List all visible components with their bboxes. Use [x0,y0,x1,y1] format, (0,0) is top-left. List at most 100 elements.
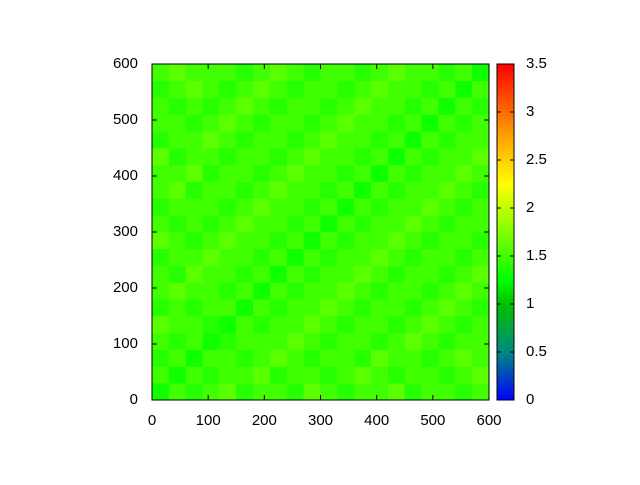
heatmap-cell [269,64,288,82]
heatmap-cell [152,131,170,149]
heatmap-cell [387,383,406,401]
heatmap-cell [472,299,490,317]
heatmap-cell [286,97,304,115]
heatmap-cell [286,349,304,367]
heatmap-cell [354,349,372,367]
heatmap-cell [472,215,490,233]
heatmap-cell [387,332,406,350]
heatmap-cell [269,299,288,317]
heatmap-cell [219,248,237,266]
heatmap-cell [236,366,254,384]
heatmap-cell [202,265,220,283]
heatmap-cell [152,316,170,334]
heatmap-cell [185,332,203,350]
heatmap-cell [421,97,439,115]
heatmap-cell [320,265,338,283]
heatmap-cell [286,198,304,216]
heatmap-cell [438,181,456,199]
heatmap-cell [455,332,473,350]
heatmap-cell [320,148,338,166]
heatmap-cell [303,282,321,300]
heatmap-cell [421,198,439,216]
heatmap-cell [404,64,422,82]
heatmap-cell [303,131,321,149]
heatmap-cell [354,80,372,98]
heatmap-cell [337,181,355,199]
heatmap-cell [303,383,321,401]
heatmap-cell [472,198,490,216]
heatmap-cell [286,282,304,300]
heatmap-cell [404,366,422,384]
heatmap-cell [320,80,338,98]
heatmap-cell [472,349,490,367]
heatmap-cell [354,282,372,300]
heatmap-cell [286,332,304,350]
heatmap-cell [236,248,254,266]
heatmap-cell [337,366,355,384]
heatmap-cell [286,148,304,166]
heatmap-cell [303,232,321,250]
heatmap-cell [185,198,203,216]
heatmap-cell [404,232,422,250]
heatmap-cell [404,80,422,98]
heatmap-cell [202,349,220,367]
heatmap-cell [320,64,338,82]
heatmap-cell [320,366,338,384]
heatmap-cell [455,181,473,199]
heatmap-cell [269,80,288,98]
heatmap-cell [455,265,473,283]
heatmap-cell [185,349,203,367]
heatmap-cell [152,299,170,317]
heatmap-cell [371,198,389,216]
heatmap-cell [337,114,355,132]
heatmap-cell [354,148,372,166]
heatmap-cell [303,248,321,266]
heatmap-cell [354,299,372,317]
heatmap-cell [219,148,237,166]
heatmap-cell [354,366,372,384]
heatmap-cell [354,97,372,115]
heatmap-cell [185,215,203,233]
heatmap-cell [303,164,321,182]
heatmap-cell [286,131,304,149]
heatmap-cell [236,383,254,401]
heatmap-cell [303,181,321,199]
heatmap-cell [438,316,456,334]
y-tick-label: 600 [113,55,138,72]
heatmap-cell [371,299,389,317]
heatmap-cell [320,332,338,350]
heatmap-cell [152,332,170,350]
heatmap-cell [269,316,288,334]
heatmap-cell [472,316,490,334]
heatmap-cell [421,332,439,350]
heatmap-cell [455,80,473,98]
heatmap-cell [236,215,254,233]
heatmap-cell [438,248,456,266]
heatmap-cell [185,316,203,334]
heatmap-cell [219,97,237,115]
heatmap-cell [404,265,422,283]
heatmap-cell [269,232,288,250]
heatmap-cell [269,164,288,182]
heatmap-cell [438,215,456,233]
heatmap-cell [168,64,186,82]
heatmap-cell [152,215,170,233]
colorbar-tick-label: 3 [526,103,534,120]
heatmap-cell [354,164,372,182]
heatmap-cell [202,248,220,266]
heatmap-cell [387,80,406,98]
heatmap-cell [404,349,422,367]
heatmap-cell [421,383,439,401]
x-tick-label: 300 [308,412,333,429]
heatmap-cell [185,232,203,250]
heatmap-cell [455,349,473,367]
heatmap-cell [168,316,186,334]
heatmap-cell [354,316,372,334]
heatmap-cell [168,299,186,317]
heatmap-cell [387,148,406,166]
heatmap-cell [371,282,389,300]
y-tick-label: 400 [113,167,138,184]
heatmap-cell [152,114,170,132]
heatmap-cell [152,366,170,384]
heatmap-cell [269,366,288,384]
